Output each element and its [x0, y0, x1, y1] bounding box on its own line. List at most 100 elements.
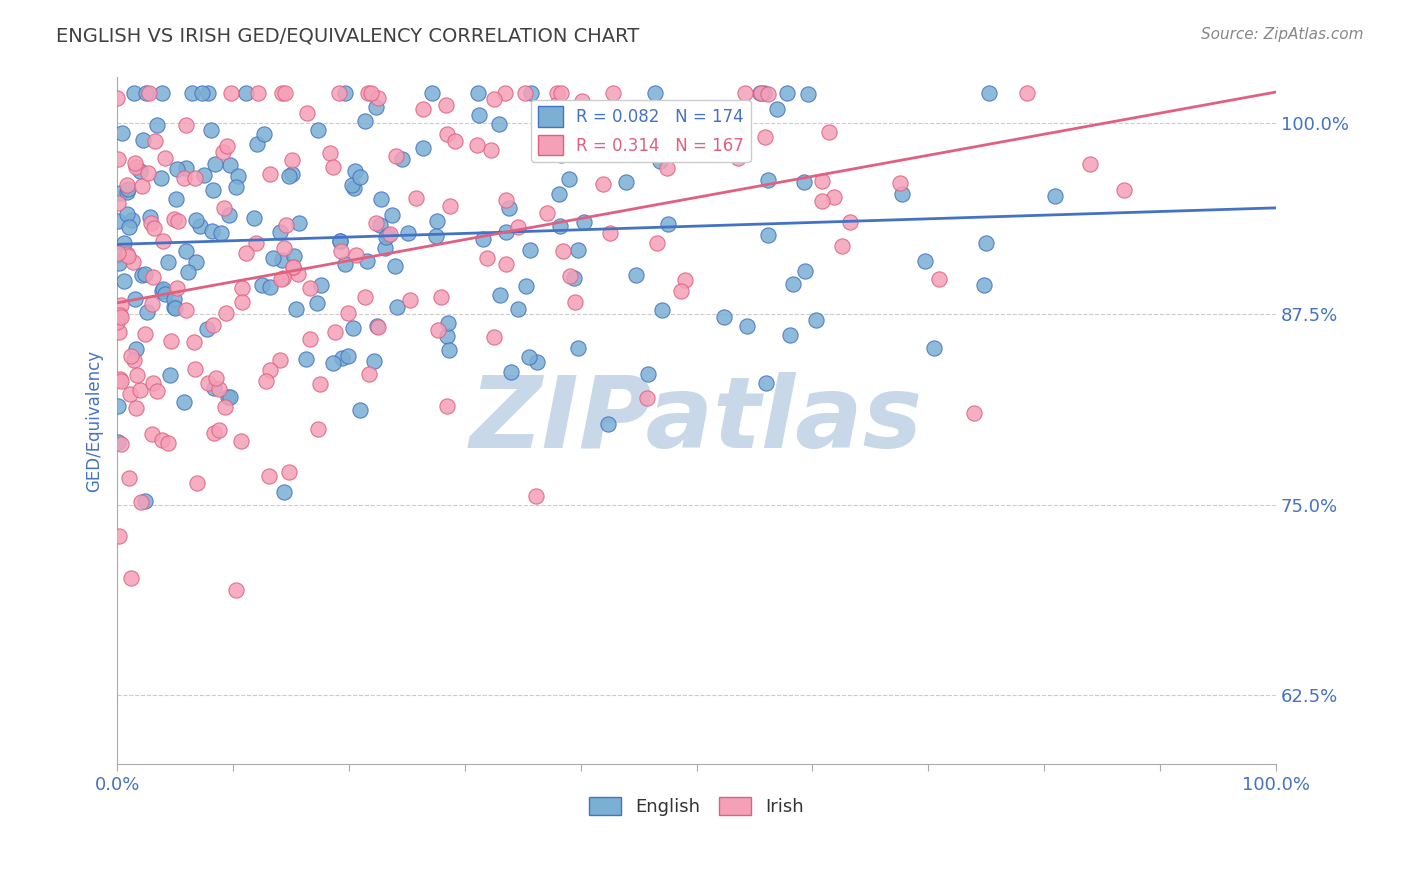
- Point: [150, 434, 173, 448]
- Point: [135, 305, 157, 319]
- Point: [173, 170, 195, 185]
- Point: [599, 226, 621, 240]
- Point: [118, 220, 141, 235]
- Point: [1043, 188, 1066, 202]
- Point: [385, 149, 408, 163]
- Point: [281, 260, 304, 274]
- Point: [219, 391, 242, 405]
- Point: [157, 254, 180, 268]
- Point: [112, 235, 135, 250]
- Point: [294, 351, 316, 366]
- Point: [270, 272, 292, 286]
- Point: [343, 181, 366, 195]
- Point: [322, 356, 344, 370]
- Point: [278, 466, 301, 480]
- Point: [356, 254, 378, 268]
- Point: [110, 374, 132, 388]
- Point: [218, 158, 240, 172]
- Point: [323, 325, 346, 339]
- Point: [322, 160, 344, 174]
- Point: [495, 225, 517, 239]
- Point: [287, 267, 309, 281]
- Point: [197, 86, 219, 100]
- Point: [184, 362, 207, 376]
- Point: [166, 281, 188, 295]
- Point: [108, 372, 131, 386]
- Point: [794, 264, 817, 278]
- Point: [214, 400, 236, 414]
- Point: [134, 326, 156, 341]
- Point: [804, 313, 827, 327]
- Point: [176, 244, 198, 259]
- Point: [105, 91, 128, 105]
- Point: [207, 382, 229, 396]
- Point: [120, 349, 142, 363]
- Point: [550, 86, 572, 100]
- Point: [115, 178, 138, 193]
- Point: [811, 194, 834, 208]
- Point: [208, 423, 231, 437]
- Point: [548, 219, 571, 234]
- Point: [766, 102, 789, 116]
- Point: [737, 318, 759, 333]
- Point: [307, 422, 329, 436]
- Point: [363, 353, 385, 368]
- Point: [107, 325, 129, 339]
- Point: [375, 230, 398, 244]
- Point: [571, 95, 593, 109]
- Point: [335, 257, 357, 271]
- Point: [520, 86, 543, 100]
- Point: [141, 297, 163, 311]
- Point: [422, 86, 444, 100]
- Point: [797, 87, 820, 101]
- Point: [278, 169, 301, 183]
- Point: [117, 249, 139, 263]
- Point: [974, 235, 997, 250]
- Point: [229, 434, 252, 449]
- Point: [436, 127, 458, 141]
- Point: [495, 257, 517, 271]
- Point: [280, 153, 302, 168]
- Point: [125, 342, 148, 356]
- Point: [831, 239, 853, 253]
- Point: [654, 145, 676, 160]
- Point: [139, 215, 162, 229]
- Point: [366, 100, 388, 114]
- Point: [756, 173, 779, 187]
- Point: [515, 86, 537, 100]
- Point: [333, 86, 356, 100]
- Point: [651, 303, 673, 318]
- Point: [150, 86, 173, 100]
- Point: [614, 175, 637, 189]
- Point: [412, 103, 434, 117]
- Point: [340, 178, 363, 193]
- Point: [159, 368, 181, 382]
- Point: [299, 332, 322, 346]
- Point: [139, 210, 162, 224]
- Point: [475, 251, 498, 265]
- Point: [117, 246, 139, 260]
- Point: [752, 86, 775, 100]
- Point: [342, 320, 364, 334]
- Point: [977, 86, 1000, 100]
- Point: [922, 341, 945, 355]
- Point: [748, 86, 770, 100]
- Point: [124, 292, 146, 306]
- Point: [567, 341, 589, 355]
- Point: [482, 92, 505, 106]
- Point: [138, 86, 160, 100]
- Point: [184, 171, 207, 186]
- Point: [602, 86, 624, 100]
- Point: [163, 292, 186, 306]
- Point: [180, 86, 202, 100]
- Point: [546, 86, 568, 100]
- Point: [412, 141, 434, 155]
- Point: [110, 298, 132, 312]
- Point: [309, 278, 332, 293]
- Point: [226, 169, 249, 184]
- Point: [285, 302, 308, 317]
- Point: [377, 228, 399, 243]
- Point: [269, 225, 291, 239]
- Point: [381, 208, 404, 222]
- Point: [259, 469, 281, 483]
